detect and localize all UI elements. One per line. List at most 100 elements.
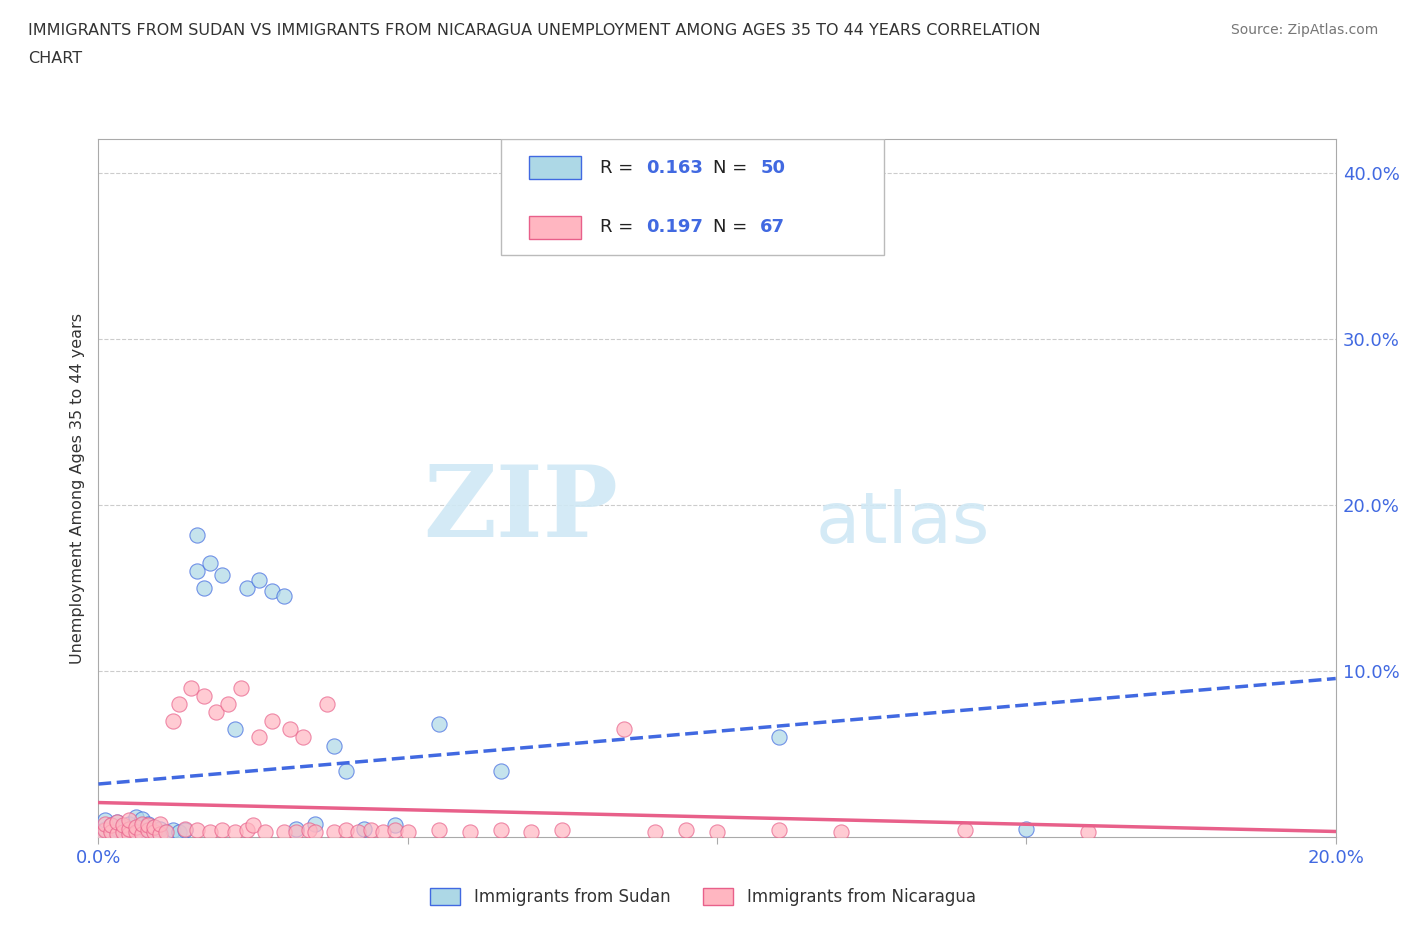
Point [162,713,184,728]
Point [167,825,190,840]
Point [613,722,636,737]
Point [112,819,135,834]
Point [93,817,115,831]
Point [167,697,190,711]
Point [322,738,344,753]
Point [675,823,697,838]
Point [155,825,177,840]
Point [706,825,728,840]
Point [347,825,370,840]
Point [118,817,141,831]
Point [458,825,481,840]
Point [242,818,264,833]
Point [304,825,326,840]
Point [298,823,321,838]
Point [353,821,375,836]
Point [224,722,246,737]
FancyBboxPatch shape [529,216,581,239]
Point [316,697,339,711]
Point [105,821,128,836]
Point [229,680,252,695]
Point [136,823,159,838]
Point [551,823,574,838]
Point [136,817,159,831]
Point [162,823,184,838]
Point [112,818,135,833]
Point [304,817,326,831]
Point [211,567,233,582]
Point [489,823,512,838]
Point [124,819,146,834]
FancyBboxPatch shape [529,156,581,179]
Point [87,830,110,844]
Text: 0.197: 0.197 [647,218,703,236]
Point [371,825,394,840]
Point [1077,825,1099,840]
Point [149,826,172,841]
Point [247,730,270,745]
Point [105,815,128,830]
Point [100,818,122,833]
Point [131,826,153,841]
Point [291,730,314,745]
Point [100,825,122,840]
Point [520,825,543,840]
Point [1015,821,1038,836]
Text: R =: R = [599,159,638,177]
Point [427,717,450,732]
Point [87,828,110,843]
Legend: Immigrants from Sudan, Immigrants from Nicaragua: Immigrants from Sudan, Immigrants from N… [423,881,983,912]
Point [198,825,221,840]
Point [93,823,115,838]
Point [131,825,153,840]
Point [489,764,512,778]
Point [118,826,141,841]
Text: 0.163: 0.163 [647,159,703,177]
Point [198,555,221,570]
Point [247,572,270,587]
Point [174,823,197,838]
Point [335,823,357,838]
Point [180,680,202,695]
Text: N =: N = [713,218,754,236]
Point [236,580,259,595]
Text: R =: R = [599,218,638,236]
Point [149,817,172,831]
FancyBboxPatch shape [501,140,884,255]
Point [124,810,146,825]
Point [322,825,344,840]
Text: atlas: atlas [815,488,990,558]
Point [143,819,166,834]
Text: 67: 67 [761,218,786,236]
Point [260,713,283,728]
Point [149,821,172,836]
Point [205,705,228,720]
Point [143,819,166,834]
Point [953,823,976,838]
Point [143,825,166,840]
Point [193,580,215,595]
Point [768,730,790,745]
Point [105,815,128,830]
Point [149,826,172,841]
Text: ZIP: ZIP [423,460,619,558]
Point [285,825,308,840]
Point [830,825,852,840]
Point [118,823,141,838]
Point [260,584,283,599]
Point [278,722,301,737]
Point [136,826,159,841]
Point [131,817,153,831]
Point [186,564,208,578]
Point [236,823,259,838]
Point [124,825,146,840]
Point [131,818,153,833]
Point [768,823,790,838]
Point [112,825,135,840]
Point [143,825,166,840]
Point [273,589,295,604]
Point [224,825,246,840]
Point [136,818,159,833]
Point [396,825,419,840]
Point [100,825,122,840]
